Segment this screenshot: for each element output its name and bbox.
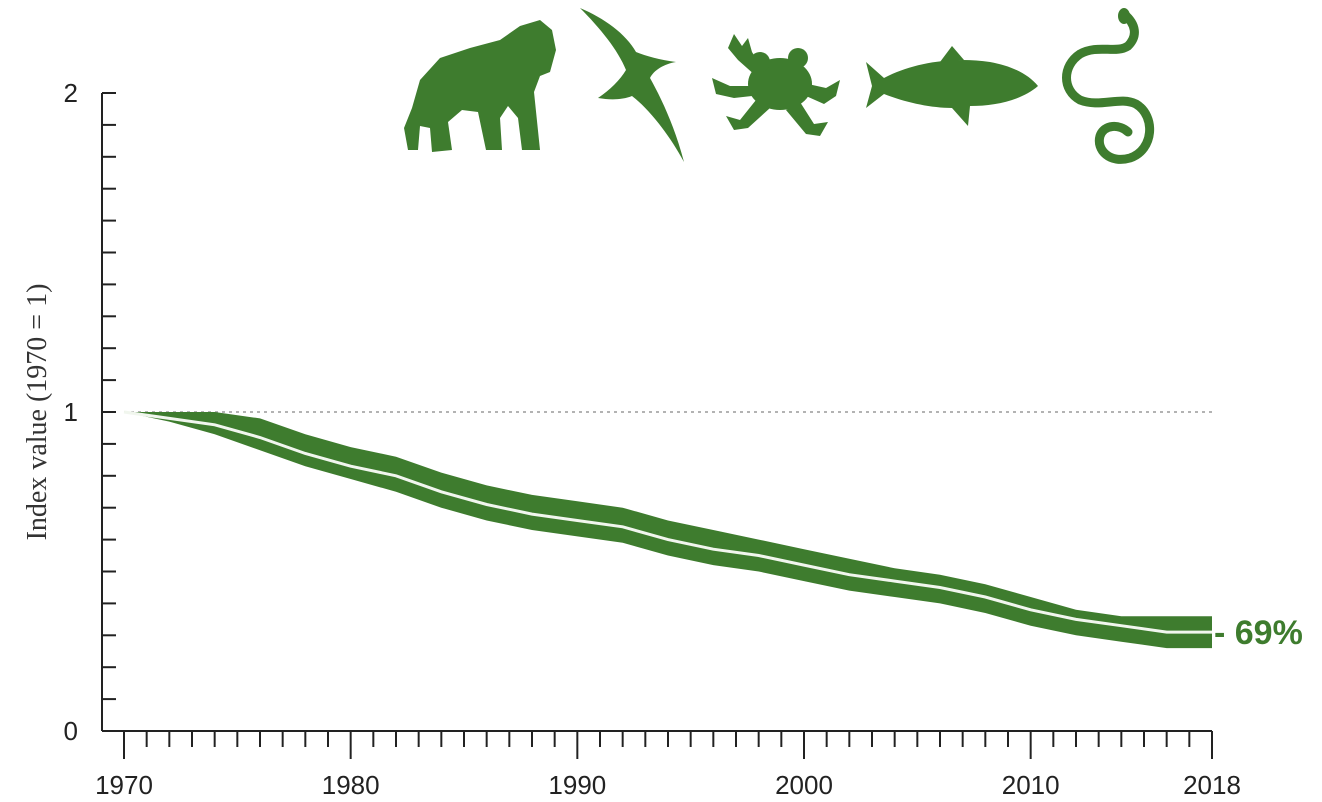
y-tick-label: 1 (64, 397, 78, 427)
bird-icon (580, 8, 684, 162)
snake-head (1118, 8, 1130, 24)
x-tick-label: 2010 (1002, 770, 1060, 800)
animal-icons (404, 8, 1154, 164)
y-tick-label: 2 (64, 78, 78, 108)
snake-icon (1062, 9, 1154, 164)
series-band (124, 412, 1212, 649)
x-tick-label: 1980 (322, 770, 380, 800)
x-tick-label: 1990 (548, 770, 606, 800)
x-tick-label: 2018 (1183, 770, 1241, 800)
y-tick-label: 0 (64, 716, 78, 746)
y-axis-label: Index value (1970 = 1) (22, 284, 53, 541)
x-tick-label: 1970 (95, 770, 153, 800)
fish-icon (866, 46, 1038, 126)
tick-labels: 0 1 2 1970 1980 1990 2000 2010 2018 (64, 78, 1241, 800)
axes (101, 92, 1213, 759)
gorilla-icon (404, 20, 556, 152)
end-change-label: - 69% (1214, 614, 1303, 652)
series-line (123, 410, 1212, 634)
x-tick-label: 2000 (775, 770, 833, 800)
frog-icon (712, 34, 840, 136)
